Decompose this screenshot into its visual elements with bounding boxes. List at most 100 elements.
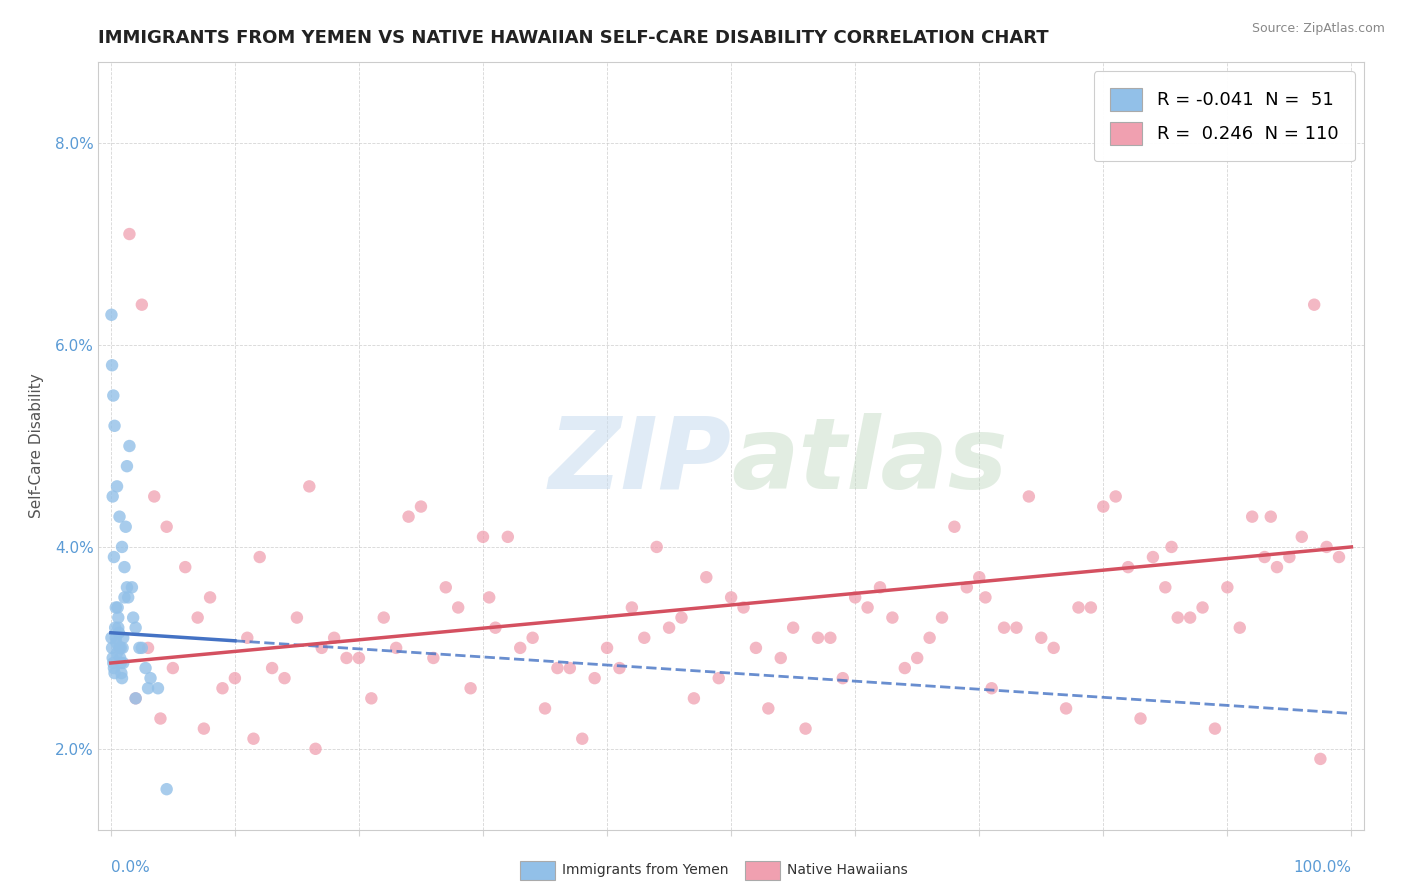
Point (1327, 549, 1350, 564)
Point (146, 681, 169, 696)
Point (114, 560, 136, 574)
Point (211, 681, 233, 696)
Point (108, 651, 131, 665)
Text: Source: ZipAtlas.com: Source: ZipAtlas.com (1251, 22, 1385, 36)
Point (174, 560, 197, 574)
Point (782, 621, 804, 635)
Point (844, 591, 866, 605)
Point (335, 651, 357, 665)
Point (111, 640, 134, 655)
Point (894, 661, 917, 675)
Point (117, 591, 139, 605)
Point (943, 520, 966, 534)
Point (1160, 540, 1182, 554)
Point (1067, 600, 1090, 615)
Point (108, 640, 131, 655)
Point (131, 298, 153, 312)
Point (398, 509, 420, 524)
Point (1291, 530, 1313, 544)
Point (633, 631, 655, 645)
Point (103, 418, 125, 433)
Point (115, 580, 138, 594)
Point (733, 600, 755, 615)
Point (103, 661, 125, 675)
Legend: R = -0.041  N =  51, R =  0.246  N = 110: R = -0.041 N = 51, R = 0.246 N = 110 (1094, 71, 1355, 161)
Point (124, 691, 146, 706)
Point (149, 712, 172, 726)
Point (931, 610, 953, 624)
Point (905, 651, 928, 665)
Point (1178, 610, 1201, 624)
Point (1167, 610, 1189, 624)
Point (1129, 712, 1152, 726)
Point (139, 671, 162, 685)
Point (135, 661, 157, 675)
Point (460, 681, 482, 696)
Point (558, 661, 581, 675)
Point (242, 731, 264, 746)
Point (124, 691, 146, 706)
Point (1080, 600, 1102, 615)
Point (118, 227, 141, 241)
Point (645, 540, 668, 554)
Point (831, 671, 853, 685)
Point (1092, 500, 1115, 514)
Point (114, 591, 136, 605)
Point (124, 621, 146, 635)
Point (101, 358, 124, 372)
Point (980, 681, 1002, 696)
Y-axis label: Self-Care Disability: Self-Care Disability (28, 374, 44, 518)
Point (794, 722, 817, 736)
Point (100, 631, 122, 645)
Point (1191, 600, 1213, 615)
Point (262, 661, 284, 675)
Point (103, 666, 125, 681)
Text: 100.0%: 100.0% (1294, 860, 1351, 875)
Point (745, 640, 768, 655)
Point (143, 490, 166, 504)
Point (156, 520, 179, 534)
Point (122, 610, 145, 624)
Text: Native Hawaiians: Native Hawaiians (787, 863, 908, 877)
Point (1154, 580, 1177, 594)
Point (110, 656, 132, 670)
Point (131, 640, 153, 655)
Point (105, 636, 128, 650)
Point (107, 610, 129, 624)
Point (807, 631, 830, 645)
Point (323, 631, 346, 645)
Text: IMMIGRANTS FROM YEMEN VS NATIVE HAWAIIAN SELF-CARE DISABILITY CORRELATION CHART: IMMIGRANTS FROM YEMEN VS NATIVE HAWAIIAN… (98, 29, 1049, 47)
Point (298, 479, 321, 493)
Point (121, 580, 143, 594)
Point (114, 520, 136, 534)
Point (769, 651, 792, 665)
Point (104, 621, 127, 635)
Point (111, 540, 134, 554)
Point (285, 610, 308, 624)
Point (187, 610, 209, 624)
Point (311, 640, 333, 655)
Point (707, 671, 730, 685)
Point (974, 591, 997, 605)
Point (236, 631, 259, 645)
Point (136, 640, 159, 655)
Point (422, 651, 444, 665)
Point (373, 610, 395, 624)
Point (162, 661, 184, 675)
Point (1031, 631, 1053, 645)
Point (104, 600, 127, 615)
Point (478, 591, 501, 605)
Point (522, 631, 544, 645)
Point (136, 681, 159, 696)
Point (1253, 549, 1275, 564)
Point (112, 656, 135, 670)
Point (918, 631, 941, 645)
Point (447, 600, 470, 615)
Point (104, 631, 127, 645)
Point (304, 741, 326, 756)
Point (112, 631, 135, 645)
Point (509, 640, 531, 655)
Point (695, 570, 717, 584)
Point (1303, 298, 1326, 312)
Point (720, 591, 742, 605)
